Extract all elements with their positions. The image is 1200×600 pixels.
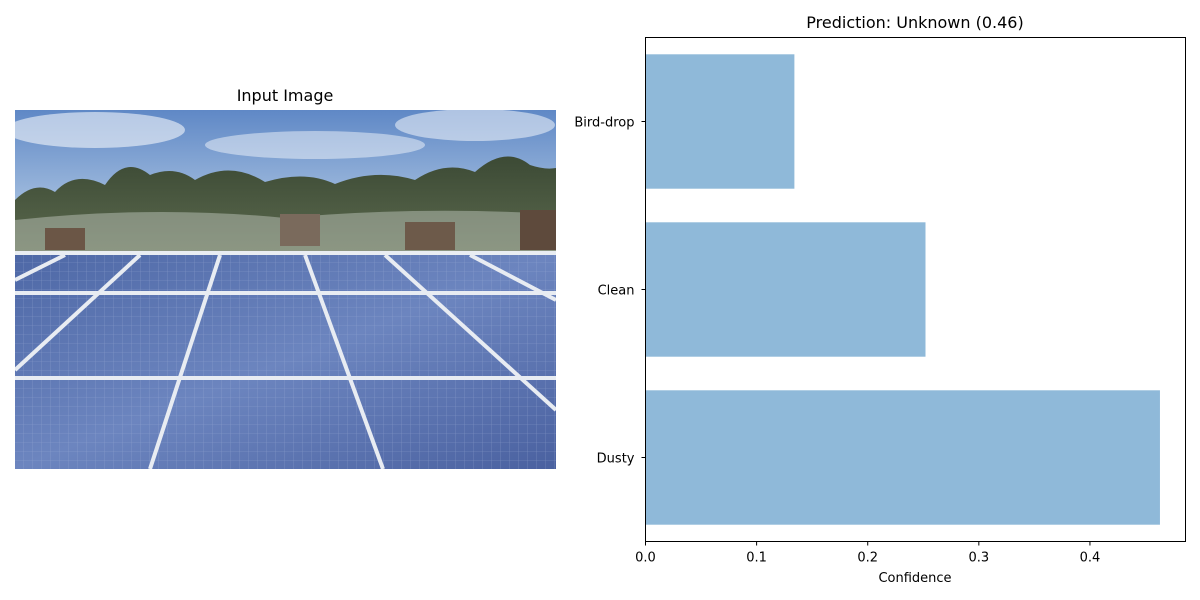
x-tick-label: 0.3 — [968, 551, 989, 566]
x-tick-label: 0.2 — [857, 551, 878, 566]
x-tick-label: 0.1 — [746, 551, 767, 566]
bars-layer — [645, 54, 1160, 525]
y-tick-label: Clean — [598, 284, 635, 299]
solar-panel-photo — [15, 110, 556, 469]
input-image-title: Input Image — [236, 86, 334, 105]
y-tick-label: Bird-drop — [574, 116, 634, 131]
y-tick-label: Dusty — [597, 452, 635, 467]
bar-clean — [645, 222, 926, 357]
bar-dusty — [645, 390, 1160, 525]
chart-title: Prediction: Unknown (0.46) — [806, 13, 1024, 32]
x-tick-label: 0.4 — [1080, 551, 1101, 566]
x-ticks-layer: 0.0 0.1 0.2 0.3 0.4 — [635, 541, 1101, 566]
x-tick-label: 0.0 — [635, 551, 656, 566]
bar-bird-drop — [645, 54, 795, 189]
y-ticks-layer: Dusty Clean Bird-drop — [574, 116, 646, 467]
x-axis-label: Confidence — [878, 571, 951, 586]
